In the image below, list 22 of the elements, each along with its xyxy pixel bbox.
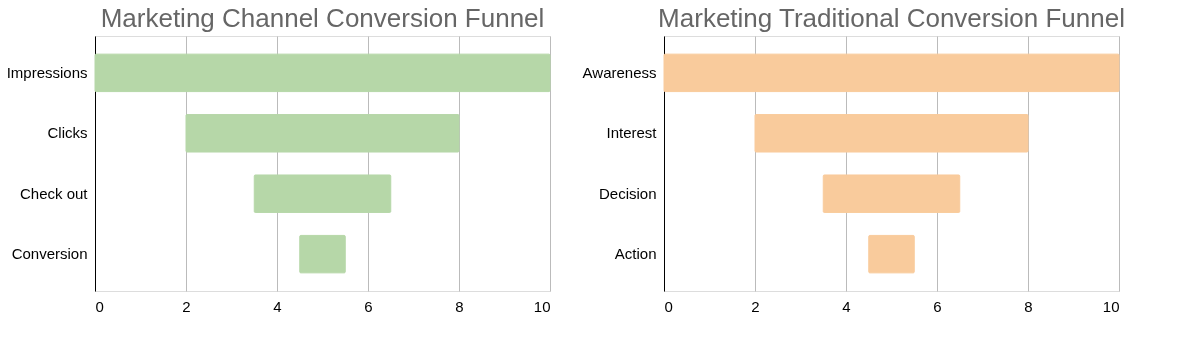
y-tick-label: Clicks xyxy=(47,124,88,142)
x-tick-label: 0 xyxy=(664,297,673,315)
chart-title: Marketing Traditional Conversion Funnel xyxy=(658,3,1125,33)
x-tick-label: 10 xyxy=(533,297,551,315)
x-tick-label: 8 xyxy=(455,297,464,315)
x-tick-label: 2 xyxy=(751,297,760,315)
x-tick-label: 6 xyxy=(364,297,373,315)
y-tick-label: Awareness xyxy=(582,63,657,81)
y-tick-label: Decision xyxy=(598,184,657,202)
y-tick-label: Check out xyxy=(19,184,89,202)
x-tick-label: 0 xyxy=(95,297,104,315)
x-tick-label: 4 xyxy=(273,297,282,315)
y-tick-label: Impressions xyxy=(6,63,88,81)
chart-title: Marketing Channel Conversion Funnel xyxy=(100,3,545,33)
y-tick-label: Interest xyxy=(606,124,658,142)
y-tick-label: Conversion xyxy=(11,245,88,263)
x-tick-label: 6 xyxy=(933,297,942,315)
x-tick-label: 2 xyxy=(182,297,191,315)
y-tick-label: Action xyxy=(614,245,657,263)
x-tick-label: 10 xyxy=(1102,297,1120,315)
x-tick-label: 8 xyxy=(1024,297,1033,315)
x-tick-label: 4 xyxy=(842,297,851,315)
